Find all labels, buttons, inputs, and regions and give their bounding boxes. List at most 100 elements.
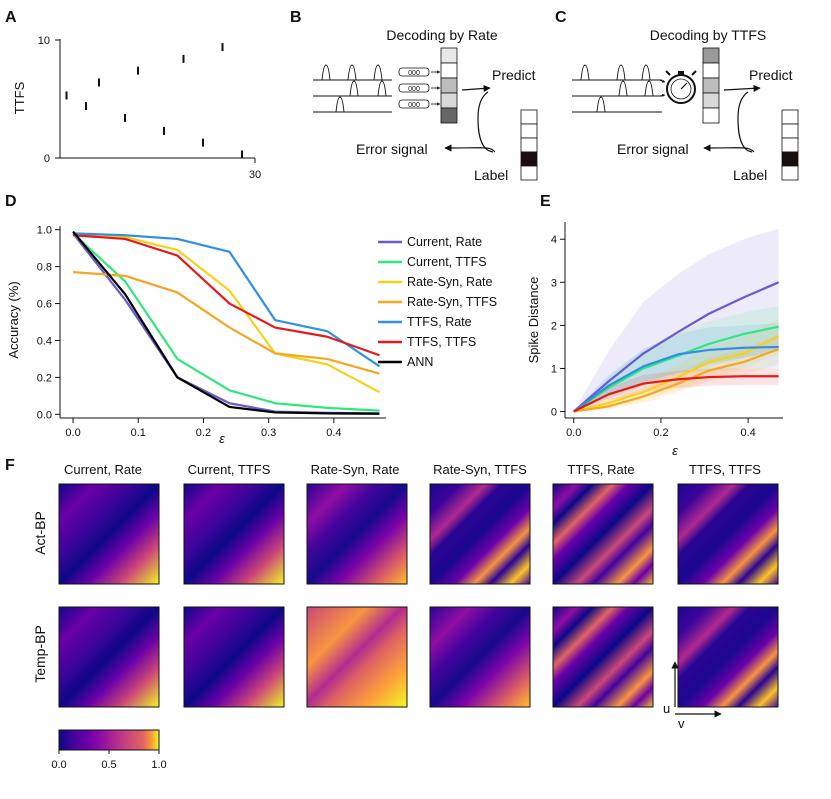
panel-b-title: Decoding by Rate <box>386 27 498 43</box>
legend-label-0: Current, Rate <box>407 235 482 249</box>
panel-e-ytick-label-2: 2 <box>551 320 557 332</box>
heatmap-temp-current-ttfs <box>183 606 285 708</box>
panel-f-col-title-3: Rate-Syn, TTFS <box>433 462 527 477</box>
v-axis-label: v <box>678 716 685 731</box>
panel-f-col-title-4: TTFS, Rate <box>567 462 634 477</box>
label-bar-rate <box>520 109 538 181</box>
panel-f-letter: F <box>5 457 15 474</box>
u-axis-label: u <box>663 701 670 716</box>
heatmap-act-current-ttfs <box>183 483 285 585</box>
label-bar-ttfs <box>781 109 799 181</box>
panel-d-series-2 <box>72 232 380 394</box>
panel-f-col-title-5: TTFS, TTFS <box>689 462 761 477</box>
stopwatch-icon <box>658 70 697 104</box>
legend-label-4: TTFS, Rate <box>407 315 472 329</box>
panel-e-band-1 <box>573 306 779 412</box>
panel-d-series-5 <box>72 234 380 357</box>
panel-a-spike-marks <box>65 43 243 159</box>
spike-trains-ttfs <box>572 64 662 113</box>
panel-d-xtick-label-4: 0.4 <box>326 427 341 439</box>
panel-b-label: Label <box>474 167 508 183</box>
panel-e-chart: Spike Distance ε 0 1 2 3 4 0.0 0.2 0.4 <box>526 222 783 458</box>
panel-e-band-0 <box>573 228 779 412</box>
panel-e-letter: E <box>540 193 551 210</box>
spike-trains-rate <box>313 64 392 113</box>
panel-e-ylabel: Spike Distance <box>526 277 541 364</box>
panel-e-xtick-label-1: 0.2 <box>653 427 668 439</box>
panel-d-ytick-label-5: 1.0 <box>37 225 52 237</box>
legend-label-6: ANN <box>407 355 433 369</box>
error-arrow-b <box>444 144 496 153</box>
panel-d-ytick-label-2: 0.4 <box>37 335 52 347</box>
panel-e-xtick-label-0: 0.0 <box>566 427 581 439</box>
panel-e-xlabel: ε <box>672 443 678 458</box>
panel-d-series-3 <box>72 271 380 375</box>
panel-c-error: Error signal <box>617 141 689 157</box>
colorbar-label-0: 0.0 <box>51 759 66 771</box>
panel-e-series-3 <box>573 348 780 413</box>
panel-a-letter: A <box>5 9 17 26</box>
panel-f-heatmaps: Current, Rate Current, TTFS Rate-Syn, Ra… <box>32 462 779 771</box>
error-arrow-c <box>703 144 755 153</box>
panel-b-letter: B <box>290 9 302 26</box>
svg-text:000: 000 <box>408 86 420 93</box>
output-bar-ttfs <box>702 47 720 124</box>
panel-d-chart: Accuracy (%) ε 0.0 0.2 0.4 0.6 0.8 1.0 0.0 0.1 0… <box>6 225 497 446</box>
predict-arrow-c <box>723 84 761 92</box>
panel-e-ytick-label-3: 3 <box>551 277 557 289</box>
panel-c-predict: Predict <box>749 67 793 83</box>
panel-c-diagram: Decoding by TTFS <box>572 27 799 183</box>
panel-e-series-5 <box>573 375 779 413</box>
output-bar-rate <box>440 47 458 124</box>
heatmap-act-ttfs-rate <box>552 483 654 585</box>
panel-e-series-1 <box>573 325 779 413</box>
heatmap-temp-ttfs-rate <box>552 606 654 708</box>
panel-e-ytick-label-4: 4 <box>551 234 557 246</box>
panel-d-xtick-label-3: 0.3 <box>261 427 276 439</box>
heatmap-temp-ttfs-ttfs <box>677 606 779 708</box>
panel-a-xtick-label-30: 30 <box>249 169 261 181</box>
heatmap-temp-ratesyn-rate <box>306 606 408 708</box>
panel-c-letter: C <box>555 9 567 26</box>
panel-e-ytick-label-0: 0 <box>551 407 557 419</box>
panel-c-title: Decoding by TTFS <box>650 27 766 43</box>
svg-text:000: 000 <box>408 70 420 77</box>
panel-a-ytick-label-0: 0 <box>44 153 50 165</box>
panel-d-ytick-label-3: 0.6 <box>37 299 52 311</box>
panel-e-xtick-label-2: 0.4 <box>740 427 755 439</box>
colorbar <box>58 729 160 751</box>
panel-f-col-title-0: Current, Rate <box>64 462 142 477</box>
panel-e-band-4 <box>573 323 779 412</box>
panel-d-ytick-label-4: 0.8 <box>37 262 52 274</box>
panel-d-xlabel: ε <box>219 431 225 446</box>
panel-d-ylabel: Accuracy (%) <box>6 281 21 358</box>
panel-e-band-5 <box>573 368 779 412</box>
panel-d-xtick-label-0: 0.0 <box>65 427 80 439</box>
panel-d-xtick-label-2: 0.2 <box>196 427 211 439</box>
loop-curve-c <box>737 91 753 153</box>
heatmap-act-current-rate <box>58 483 160 585</box>
panel-e-band-3 <box>573 334 779 412</box>
panel-e-series-4 <box>573 345 779 413</box>
panel-d-series-6 <box>72 230 380 415</box>
loop-curve-b <box>477 91 494 153</box>
heatmap-temp-ratesyn-ttfs <box>429 606 531 708</box>
panel-d-ytick-label-0: 0.0 <box>37 409 52 421</box>
heatmap-temp-current-rate <box>58 606 160 708</box>
legend-label-1: Current, TTFS <box>407 255 487 269</box>
panel-d-ytick-label-1: 0.2 <box>37 372 52 384</box>
heatmap-act-ratesyn-rate <box>306 483 408 585</box>
legend-label-5: TTFS, TTFS <box>407 335 476 349</box>
panel-d-series-4 <box>73 232 381 368</box>
heatmap-act-ttfs-ttfs <box>677 483 779 585</box>
predict-arrow-b <box>461 84 491 93</box>
panel-e-series-0 <box>573 281 780 413</box>
svg-text:000: 000 <box>408 102 420 109</box>
legend-label-3: Rate-Syn, TTFS <box>407 295 497 309</box>
panel-f-row-label-1: Temp-BP <box>32 625 48 683</box>
panel-d-series-1 <box>72 232 380 412</box>
panel-b-predict: Predict <box>492 67 536 83</box>
panel-d-letter: D <box>5 193 17 210</box>
panel-e-ytick-label-1: 1 <box>551 363 557 375</box>
